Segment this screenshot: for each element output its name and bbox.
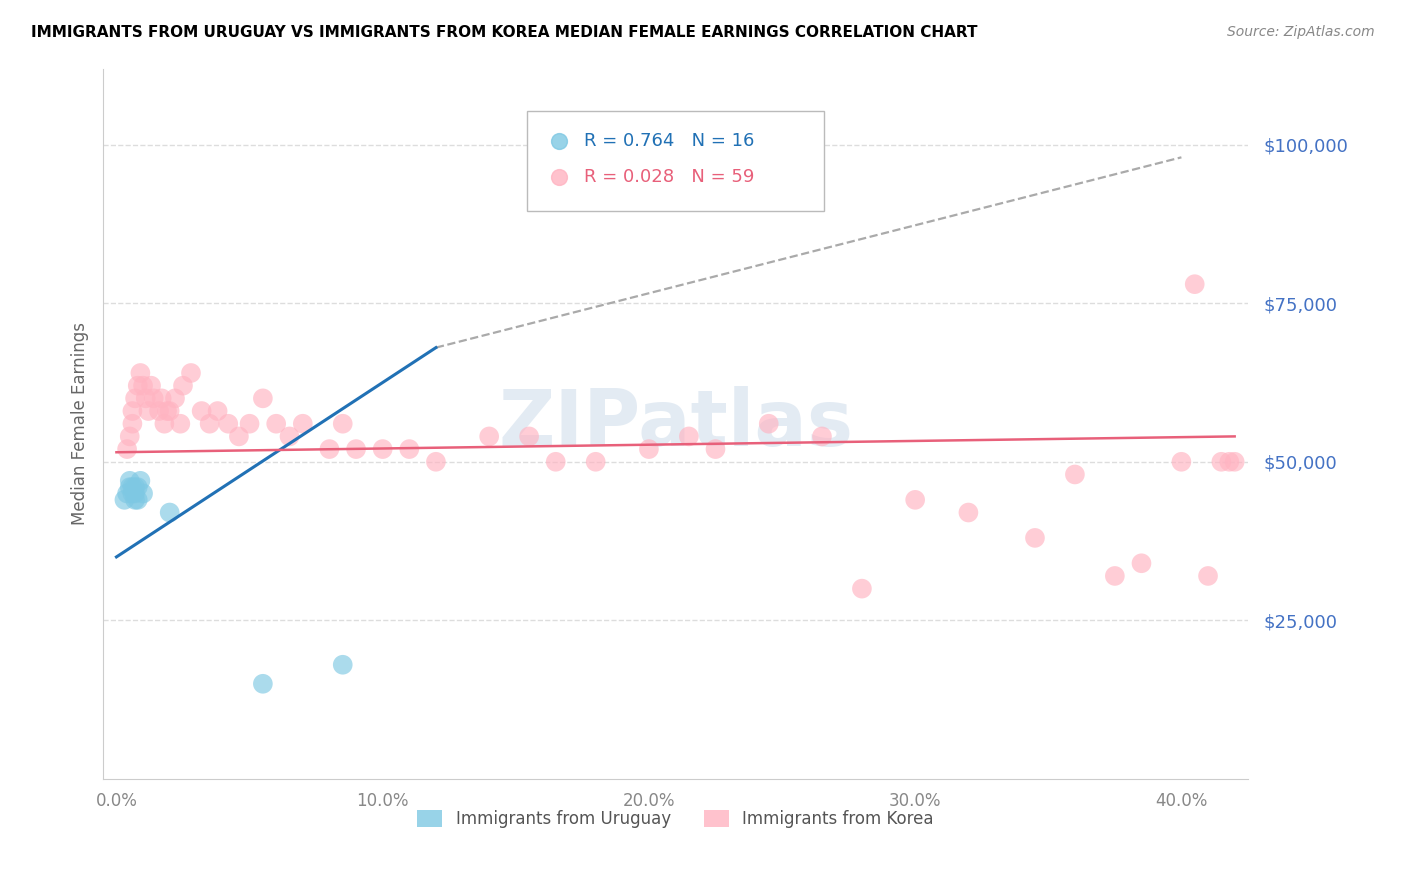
Point: [169, 417, 191, 431]
Point: [1024, 531, 1046, 545]
Point: [1170, 455, 1192, 469]
Point: [585, 455, 607, 469]
Point: [318, 442, 340, 456]
Point: [129, 474, 152, 488]
Point: [180, 366, 202, 380]
Point: [132, 486, 155, 500]
Point: [115, 442, 138, 456]
FancyBboxPatch shape: [527, 112, 824, 211]
Point: [1197, 569, 1219, 583]
Point: [124, 480, 146, 494]
Point: [139, 378, 162, 392]
Point: [115, 486, 138, 500]
Point: [1130, 556, 1153, 570]
Point: [124, 392, 146, 406]
Point: [1064, 467, 1087, 482]
Point: [264, 417, 287, 431]
Point: [121, 486, 143, 500]
Point: [217, 417, 239, 431]
Point: [198, 417, 221, 431]
Point: [121, 404, 143, 418]
Point: [758, 417, 780, 431]
Point: [371, 442, 394, 456]
Point: [332, 417, 354, 431]
Point: [291, 417, 314, 431]
Point: [278, 429, 301, 443]
Y-axis label: Median Female Earnings: Median Female Earnings: [72, 322, 89, 525]
Point: [207, 404, 229, 418]
Legend: Immigrants from Uruguay, Immigrants from Korea: Immigrants from Uruguay, Immigrants from…: [411, 803, 941, 835]
Text: ZIPatlas: ZIPatlas: [498, 385, 853, 462]
Point: [142, 392, 165, 406]
Point: [1104, 569, 1126, 583]
Point: [118, 480, 141, 494]
Point: [112, 492, 135, 507]
Point: [704, 442, 727, 456]
Point: [238, 417, 260, 431]
Point: [517, 429, 540, 443]
Point: [156, 404, 179, 418]
Point: [1184, 277, 1206, 292]
Point: [159, 506, 181, 520]
Point: [172, 378, 194, 392]
Text: R = 0.028   N = 59: R = 0.028 N = 59: [583, 168, 755, 186]
Point: [150, 392, 173, 406]
Point: [127, 378, 149, 392]
Point: [163, 392, 186, 406]
Point: [1164, 772, 1187, 786]
Point: [252, 392, 274, 406]
Point: [124, 492, 146, 507]
Point: [159, 404, 181, 418]
Point: [811, 429, 834, 443]
Point: [153, 417, 176, 431]
Point: [135, 392, 157, 406]
Point: [127, 480, 149, 494]
Point: [252, 677, 274, 691]
Point: [148, 404, 170, 418]
Point: [1164, 772, 1187, 786]
Point: [132, 378, 155, 392]
Point: [638, 442, 661, 456]
Text: R = 0.764   N = 16: R = 0.764 N = 16: [583, 132, 755, 150]
Point: [332, 657, 354, 672]
Point: [425, 455, 447, 469]
Point: [1223, 455, 1246, 469]
Point: [904, 492, 927, 507]
Point: [478, 429, 501, 443]
Point: [1211, 455, 1233, 469]
Text: Source: ZipAtlas.com: Source: ZipAtlas.com: [1227, 25, 1375, 39]
Point: [344, 442, 367, 456]
Point: [678, 429, 700, 443]
Point: [124, 486, 146, 500]
Point: [957, 506, 980, 520]
Point: [1218, 455, 1240, 469]
Point: [121, 480, 143, 494]
Point: [190, 404, 212, 418]
Point: [228, 429, 250, 443]
Point: [398, 442, 420, 456]
Point: [129, 366, 152, 380]
Text: IMMIGRANTS FROM URUGUAY VS IMMIGRANTS FROM KOREA MEDIAN FEMALE EARNINGS CORRELAT: IMMIGRANTS FROM URUGUAY VS IMMIGRANTS FR…: [31, 25, 977, 40]
Point: [544, 455, 567, 469]
Point: [138, 404, 160, 418]
Point: [118, 429, 141, 443]
Point: [118, 474, 141, 488]
Point: [851, 582, 873, 596]
Point: [127, 492, 149, 507]
Point: [121, 417, 143, 431]
